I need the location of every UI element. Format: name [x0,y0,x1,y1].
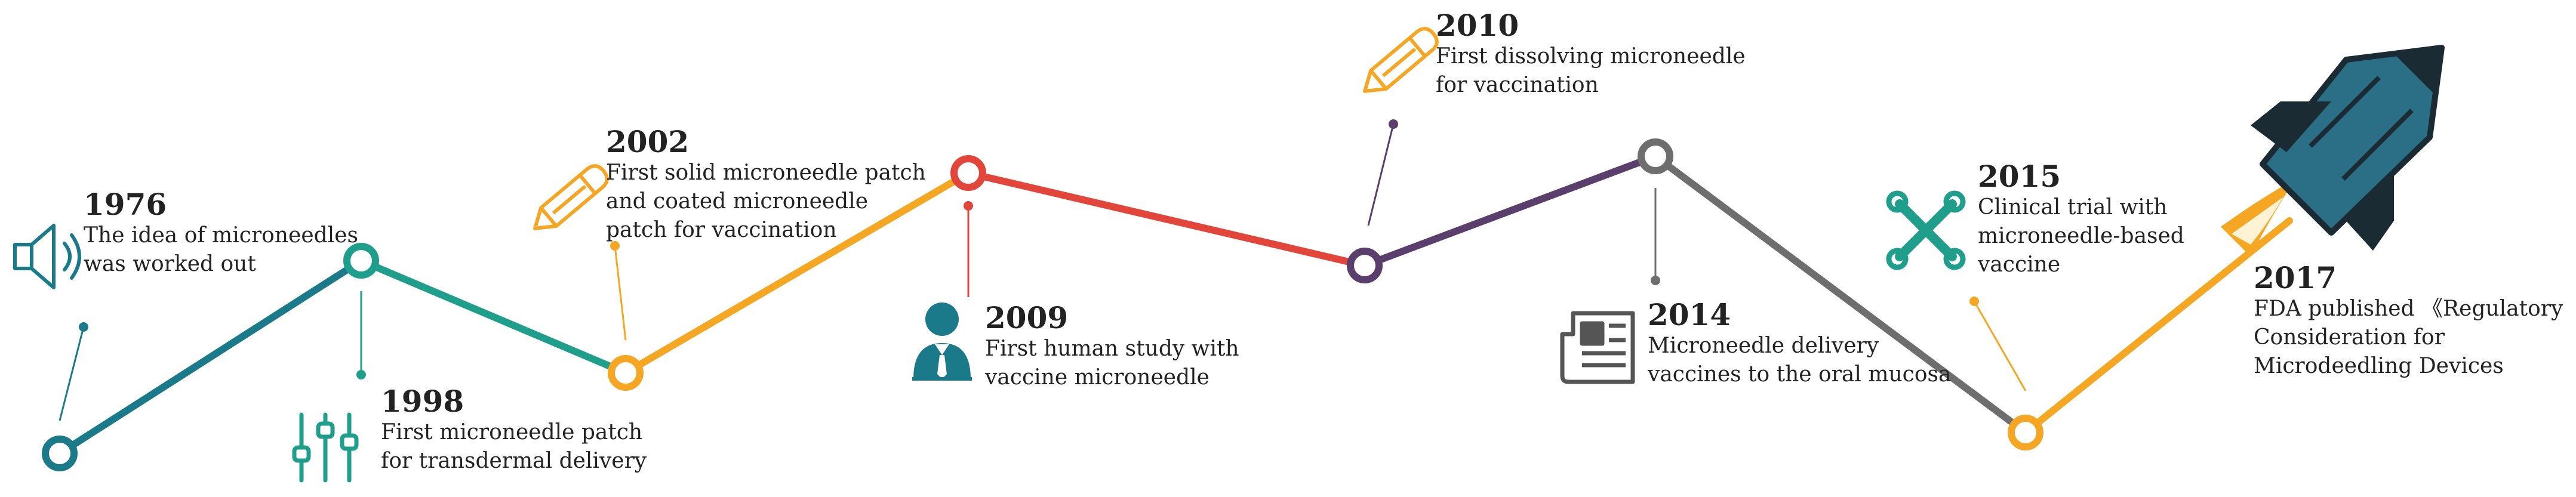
milestone-year: 2002 [606,124,690,159]
pencil-icon [1363,27,1439,93]
milestone-year: 1976 [84,187,167,222]
milestone-description: The idea of microneedles was worked out [84,223,358,276]
connector-1976 [59,322,88,421]
milestone-2015: 2015 Clinical trial with microneedle-bas… [1978,160,2184,279]
timeline-segment-2002-2009 [622,169,972,376]
speaker-icon [13,224,81,289]
milestone-year: 2014 [1648,297,1731,332]
milestone-1998: 1998 First microneedle patch for transde… [381,385,647,476]
milestone-description: First solid microneedle patch and coated… [606,160,926,242]
node-2002 [608,355,644,391]
milestone-1976: 1976 The idea of microneedles was worked… [84,188,358,279]
node-1976 [42,436,78,471]
tools-icon [1886,190,1966,270]
timeline-segment-2009-2010 [965,169,1368,269]
milestone-description: First dissolving microneedle for vaccina… [1436,44,1746,97]
milestone-description: First human study with vaccine microneed… [985,337,1239,390]
milestone-year: 2017 [2254,260,2337,295]
node-2015 [2008,415,2043,450]
connector-2009 [964,201,973,297]
person-icon [912,302,972,381]
milestone-year: 2009 [985,300,1069,335]
milestone-2009: 2009 First human study with vaccine micr… [985,301,1239,392]
milestone-year: 2010 [1436,8,1519,43]
connector-2014 [1651,188,1660,285]
connector-1998 [356,291,366,379]
timeline-segment-2015-2017 [2022,217,2293,436]
connector-2002 [610,241,627,341]
milestone-2002: 2002 First solid microneedle patch and c… [606,125,926,245]
milestone-description: First microneedle patch for transdermal … [381,420,647,473]
milestone-description: Clinical trial with microneedle-based va… [1978,195,2184,277]
timeline-segment-2010-2014 [1361,153,1659,269]
timeline-segment-1976-1998 [56,257,365,457]
timeline-segment-2014-2015 [1652,153,2029,436]
rocket-icon [2221,45,2445,257]
node-2009 [950,155,986,191]
milestone-2017: 2017 FDA published 《Regulatory Considera… [2254,261,2563,381]
connector-2015 [1969,297,2027,391]
node-2014 [1638,138,1673,174]
connector-2010 [1367,119,1398,226]
milestone-2014: 2014 Microneedle delivery vaccines to th… [1648,298,1951,389]
milestone-2010: 2010 First dissolving microneedle for va… [1436,9,1746,100]
timeline-segment-1998-2002 [358,257,629,376]
milestone-year: 1998 [381,384,464,419]
node-2010 [1347,248,1383,283]
milestone-description: Microneedle delivery vaccines to the ora… [1648,334,1952,387]
newspaper-icon [1560,311,1635,384]
node-1998 [343,243,379,279]
sliders-icon [292,412,359,483]
milestone-year: 2015 [1978,159,2061,194]
pencil-icon [533,164,609,230]
milestone-description: FDA published 《Regulatory Consideration … [2254,297,2563,378]
